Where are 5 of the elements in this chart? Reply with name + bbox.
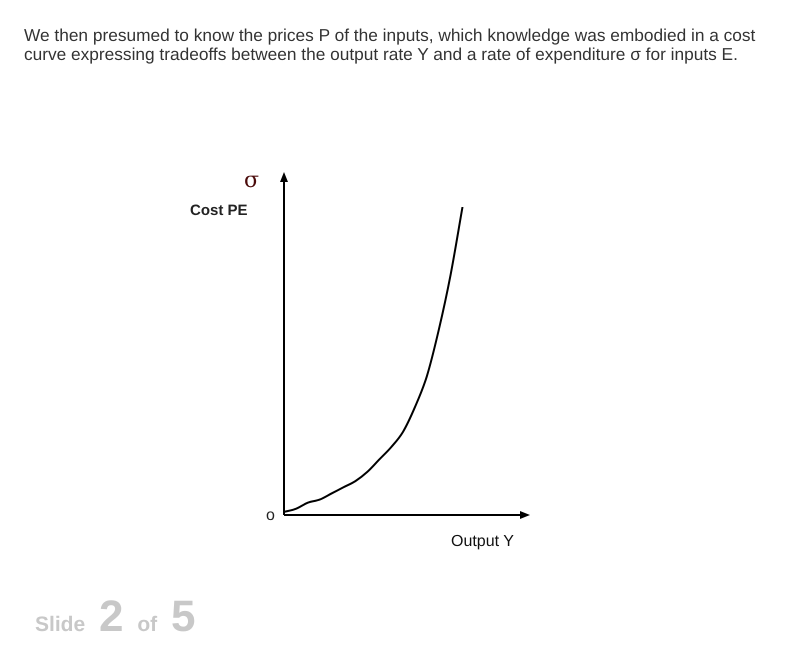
x-axis-title: Output Y xyxy=(451,533,514,551)
text: o xyxy=(266,507,275,525)
text: We then presumed to know the prices P of the inputs, which knowledge was embodied in a cost curve expressing tradeoffs between the output rate Y and a rate of expenditure σ for inputs E. xyxy=(24,25,756,64)
text: σ xyxy=(244,168,260,193)
y-axis-title: Cost PE xyxy=(190,202,248,219)
